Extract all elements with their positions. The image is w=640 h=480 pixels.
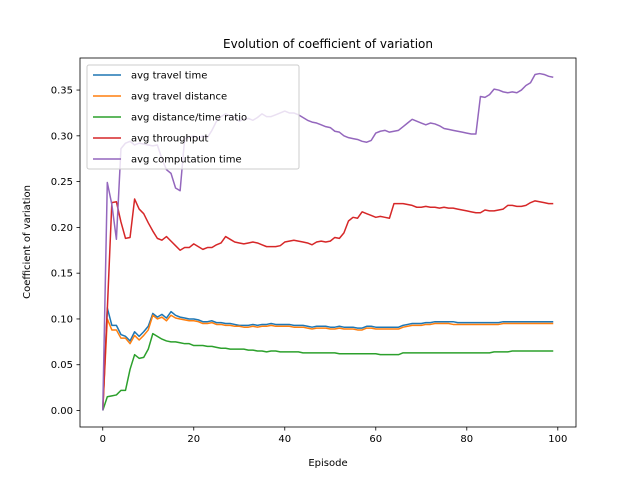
y-tick-label: 0.00 [51,406,73,417]
y-axis-ticks: 0.00 0.05 0.10 0.15 0.20 0.25 0.30 0.35 [51,86,80,417]
legend-label-3: avg throughput [131,134,209,145]
x-tick-label: 20 [187,434,200,445]
y-tick-label: 0.10 [51,314,73,325]
x-tick-label: 80 [460,434,473,445]
legend-label-1: avg travel distance [131,92,227,103]
y-tick-label: 0.25 [51,177,73,188]
series-line-0 [102,307,554,411]
y-axis-label: Coefficient of variation [22,185,33,299]
legend: avg travel time avg travel distance avg di… [86,64,300,170]
legend-label-2: avg distance/time ratio [131,113,247,124]
x-axis-label: Episode [308,458,347,469]
series-line-4 [102,72,554,411]
legend-label-4: avg computation time [131,155,242,166]
legend-box [86,64,300,170]
x-tick-label: 100 [548,434,567,445]
x-tick-label: 0 [100,434,106,445]
plot-frame [79,57,577,428]
series-line-2 [102,332,554,411]
x-axis-ticks: 0 20 40 60 80 100 [100,427,567,445]
y-tick-label: 0.05 [51,360,73,371]
y-tick-label: 0.30 [51,131,73,142]
series-line-3 [102,198,554,411]
chart-title: Evolution of coefficient of variation [223,37,433,51]
legend-label-0: avg travel time [131,71,207,82]
plot-lines [102,72,554,411]
series-line-1 [102,314,554,411]
x-tick-label: 40 [278,434,291,445]
x-tick-label: 60 [369,434,382,445]
y-tick-label: 0.15 [51,269,73,280]
y-tick-label: 0.35 [51,86,73,97]
y-tick-label: 0.20 [51,223,73,234]
